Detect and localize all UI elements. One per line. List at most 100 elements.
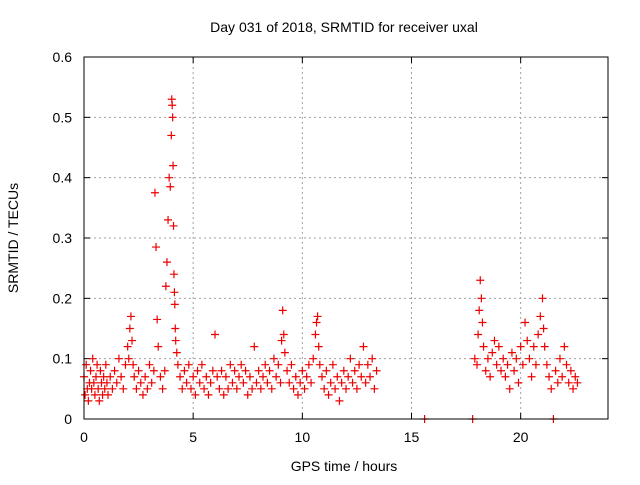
data-point	[558, 372, 567, 381]
data-point	[505, 384, 514, 393]
data-point	[82, 360, 91, 369]
data-point	[168, 113, 177, 122]
data-point	[221, 372, 230, 381]
data-point	[141, 372, 150, 381]
data-point	[110, 366, 119, 375]
data-point	[285, 378, 294, 387]
data-point	[503, 360, 512, 369]
data-point	[171, 336, 180, 345]
data-point	[182, 378, 191, 387]
data-point	[132, 384, 141, 393]
data-point	[566, 366, 575, 375]
data-point	[348, 378, 357, 387]
data-point	[202, 372, 211, 381]
data-point	[166, 182, 175, 191]
x-axis-label: GPS time / hours	[291, 458, 398, 474]
data-point	[256, 384, 265, 393]
data-point	[312, 318, 321, 327]
data-point	[497, 366, 506, 375]
data-point	[169, 161, 178, 170]
data-point	[178, 384, 187, 393]
x-tick-label: 5	[189, 429, 197, 445]
data-point	[186, 384, 195, 393]
data-point	[121, 360, 130, 369]
data-point	[171, 324, 180, 333]
grid-layer	[84, 57, 608, 419]
tick-layer: 0 0.1 0.2 0.3 0.4 0.5 0.6 0 5 10 15 20	[53, 49, 608, 445]
data-point	[169, 270, 178, 279]
data-point	[149, 366, 158, 375]
data-point	[106, 372, 115, 381]
data-point	[357, 372, 366, 381]
data-point	[317, 372, 326, 381]
data-point	[191, 390, 200, 399]
data-point	[309, 354, 318, 363]
data-point	[119, 384, 128, 393]
data-point	[138, 390, 147, 399]
data-point	[529, 342, 538, 351]
data-point	[555, 354, 564, 363]
data-point	[346, 354, 355, 363]
data-point	[539, 324, 548, 333]
data-point	[333, 372, 342, 381]
data-point	[313, 312, 322, 321]
data-point	[200, 384, 209, 393]
data-point	[562, 360, 571, 369]
data-point	[152, 243, 161, 252]
data-point	[372, 366, 381, 375]
data-point	[254, 366, 263, 375]
data-point	[481, 366, 490, 375]
data-point	[164, 215, 173, 224]
data-point	[168, 101, 177, 110]
data-point	[507, 348, 516, 357]
data-point	[100, 384, 109, 393]
data-point	[96, 366, 105, 375]
data-point	[211, 330, 219, 339]
data-point	[252, 378, 261, 387]
data-point	[195, 378, 204, 387]
data-point	[93, 360, 102, 369]
data-point	[279, 330, 288, 339]
data-point	[335, 396, 344, 405]
data-point	[161, 282, 170, 291]
data-point	[486, 372, 495, 381]
data-point	[125, 324, 134, 333]
data-point	[243, 390, 252, 399]
data-point	[147, 378, 156, 387]
data-point	[86, 366, 95, 375]
data-point	[150, 188, 159, 197]
data-point	[293, 390, 302, 399]
data-point	[197, 360, 206, 369]
data-point	[483, 354, 492, 363]
x-tick-label: 0	[80, 429, 88, 445]
data-point	[160, 366, 169, 375]
data-point	[490, 336, 499, 345]
data-point	[114, 354, 123, 363]
data-point	[267, 384, 276, 393]
data-point	[248, 384, 257, 393]
data-point	[300, 384, 309, 393]
data-point	[296, 378, 305, 387]
data-point	[494, 342, 503, 351]
data-point	[331, 384, 340, 393]
data-point	[363, 360, 372, 369]
data-point	[326, 378, 335, 387]
data-point	[368, 354, 377, 363]
data-point	[538, 294, 547, 303]
data-point	[342, 384, 350, 393]
data-point	[501, 372, 510, 381]
data-point	[176, 372, 185, 381]
data-point	[145, 360, 154, 369]
data-point	[173, 360, 182, 369]
data-point	[193, 366, 202, 375]
data-point	[272, 372, 281, 381]
data-point	[215, 384, 224, 393]
data-point	[298, 366, 307, 375]
data-point	[274, 360, 283, 369]
y-tick-label: 0.4	[53, 170, 73, 186]
data-point	[366, 372, 375, 381]
data-point	[315, 360, 324, 369]
data-point	[170, 288, 179, 297]
data-point	[277, 336, 286, 345]
